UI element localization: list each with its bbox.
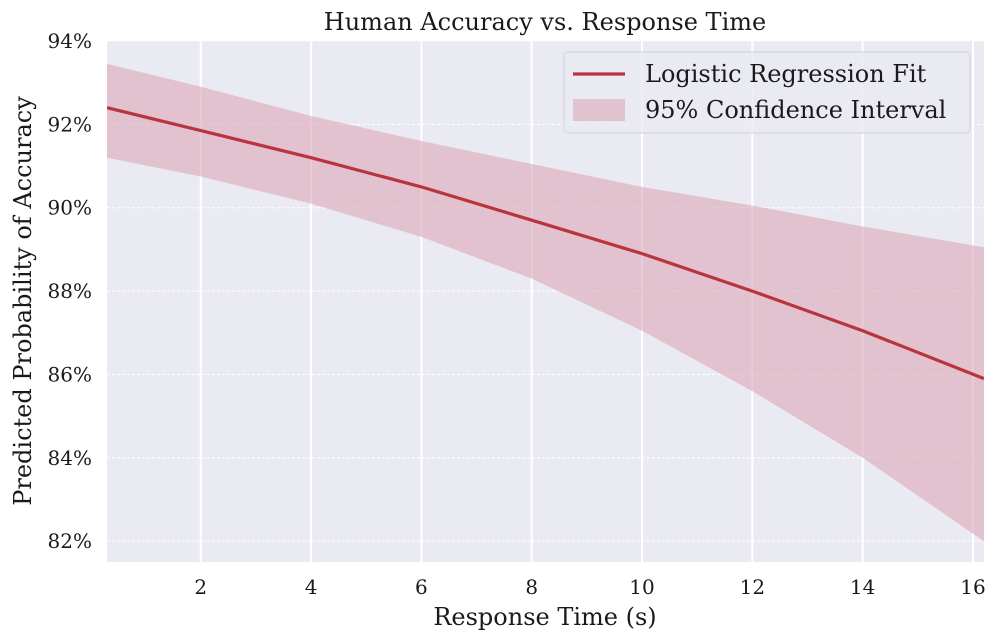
- legend-band-swatch: [573, 99, 625, 121]
- y-tick-label: 92%: [48, 112, 92, 136]
- y-axis-label: Predicted Probability of Accuracy: [9, 96, 37, 506]
- legend-label-fit: Logistic Regression Fit: [645, 60, 927, 88]
- legend: Logistic Regression Fit 95% Confidence I…: [563, 51, 971, 134]
- x-tick-label: 4: [305, 575, 318, 599]
- x-tick-label: 2: [194, 575, 207, 599]
- x-axis-ticks: 2 4 6 8 10 12 14 16: [194, 575, 985, 599]
- y-tick-label: 84%: [48, 446, 92, 470]
- x-tick-label: 16: [960, 575, 985, 599]
- legend-box: [563, 51, 971, 134]
- y-tick-label: 94%: [48, 29, 92, 53]
- x-tick-label: 14: [850, 575, 875, 599]
- logistic-regression-line: [107, 106, 984, 381]
- x-tick-label: 12: [740, 575, 765, 599]
- legend-label-ci: 95% Confidence Interval: [645, 96, 946, 124]
- y-tick-label: 88%: [48, 279, 92, 303]
- y-tick-label: 86%: [48, 362, 92, 386]
- x-tick-label: 8: [525, 575, 538, 599]
- confidence-interval-band: [107, 63, 984, 542]
- y-tick-label: 90%: [48, 196, 92, 220]
- y-axis-ticks: 82% 84% 86% 88% 90% 92% 94%: [48, 29, 92, 553]
- x-axis-label: Response Time (s): [433, 603, 656, 631]
- x-tick-label: 6: [415, 575, 428, 599]
- chart-title: Human Accuracy vs. Response Time: [324, 8, 766, 36]
- y-tick-label: 82%: [48, 529, 92, 553]
- x-tick-label: 10: [629, 575, 654, 599]
